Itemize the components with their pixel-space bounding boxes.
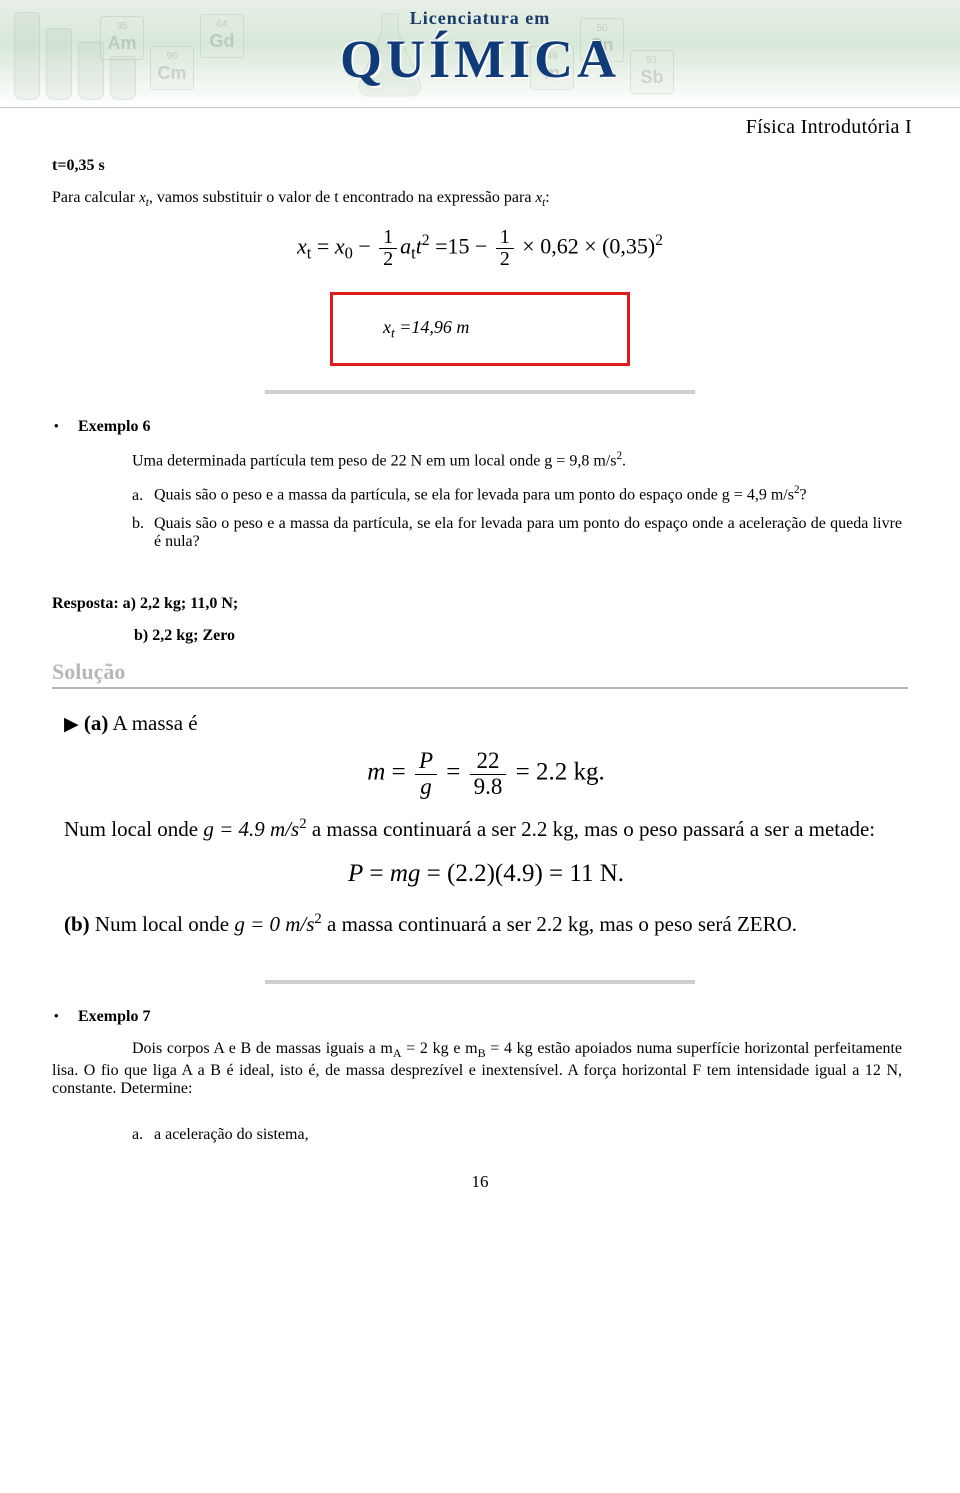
solucao-divider <box>52 687 908 689</box>
resposta-b: b) 2,2 kg; Zero <box>52 627 908 645</box>
example-7-body: Dois corpos A e B de massas iguais a mA … <box>52 1040 908 1097</box>
solution-body: ▶ (a) A massa é m = Pg = 229.8 = 2.2 kg.… <box>52 707 908 941</box>
eq-mass: m = Pg = 229.8 = 2.2 kg. <box>64 749 908 798</box>
ex7-list: a.a aceleração do sistema, <box>52 1126 908 1144</box>
ex7-intro: Dois corpos A e B de massas iguais a mA … <box>52 1040 902 1097</box>
page-content: t=0,35 s Para calcular xt, vamos substit… <box>0 139 960 1144</box>
page-number: 16 <box>0 1154 960 1204</box>
intro-line: Para calcular xt, vamos substituir o val… <box>52 189 908 209</box>
banner-subtitle: Licenciatura em <box>0 8 960 29</box>
sol-para-1: Num local onde g = 4.9 m/s2 a massa cont… <box>64 813 908 846</box>
divider-2 <box>265 980 695 984</box>
banner-title-quimica: QUÍMICA <box>0 28 960 90</box>
example-6-body: Uma determinada partícula tem peso de 22… <box>52 450 908 551</box>
divider-1 <box>265 390 695 394</box>
ex6-intro: Uma determinada partícula tem peso de 22… <box>132 450 902 470</box>
result-box-wrap: xt =14,96 m <box>52 292 908 367</box>
solucao-heading: Solução <box>52 659 908 685</box>
equation-xt-expansion: xt = x0 − 12att2 =15 − 12 × 0,62 × (0,35… <box>52 227 908 270</box>
sol-part-b: (b) Num local onde g = 0 m/s2 a massa co… <box>64 908 908 941</box>
ex6-item-a: a.Quais são o peso e a massa da partícul… <box>132 484 902 504</box>
eq-weight: P = mg = (2.2)(4.9) = 11 N. <box>64 855 908 894</box>
course-title: Física Introdutória I <box>0 108 960 139</box>
example-6-heading: Exemplo 6 <box>78 418 908 436</box>
header-banner: 95Am 96Cm 64Gd 50Sn 51Sb 49In Licenciatu… <box>0 0 960 108</box>
t-value-line: t=0,35 s <box>52 157 908 175</box>
ex6-item-b: b.Quais são o peso e a massa da partícul… <box>132 515 902 551</box>
ex7-item-a: a.a aceleração do sistema, <box>132 1126 902 1144</box>
arrow-icon: ▶ <box>64 714 79 735</box>
result-box: xt =14,96 m <box>330 292 630 367</box>
example-7-heading: Exemplo 7 <box>78 1008 908 1026</box>
resposta-a: Resposta: a) 2,2 kg; 11,0 N; <box>52 595 908 613</box>
